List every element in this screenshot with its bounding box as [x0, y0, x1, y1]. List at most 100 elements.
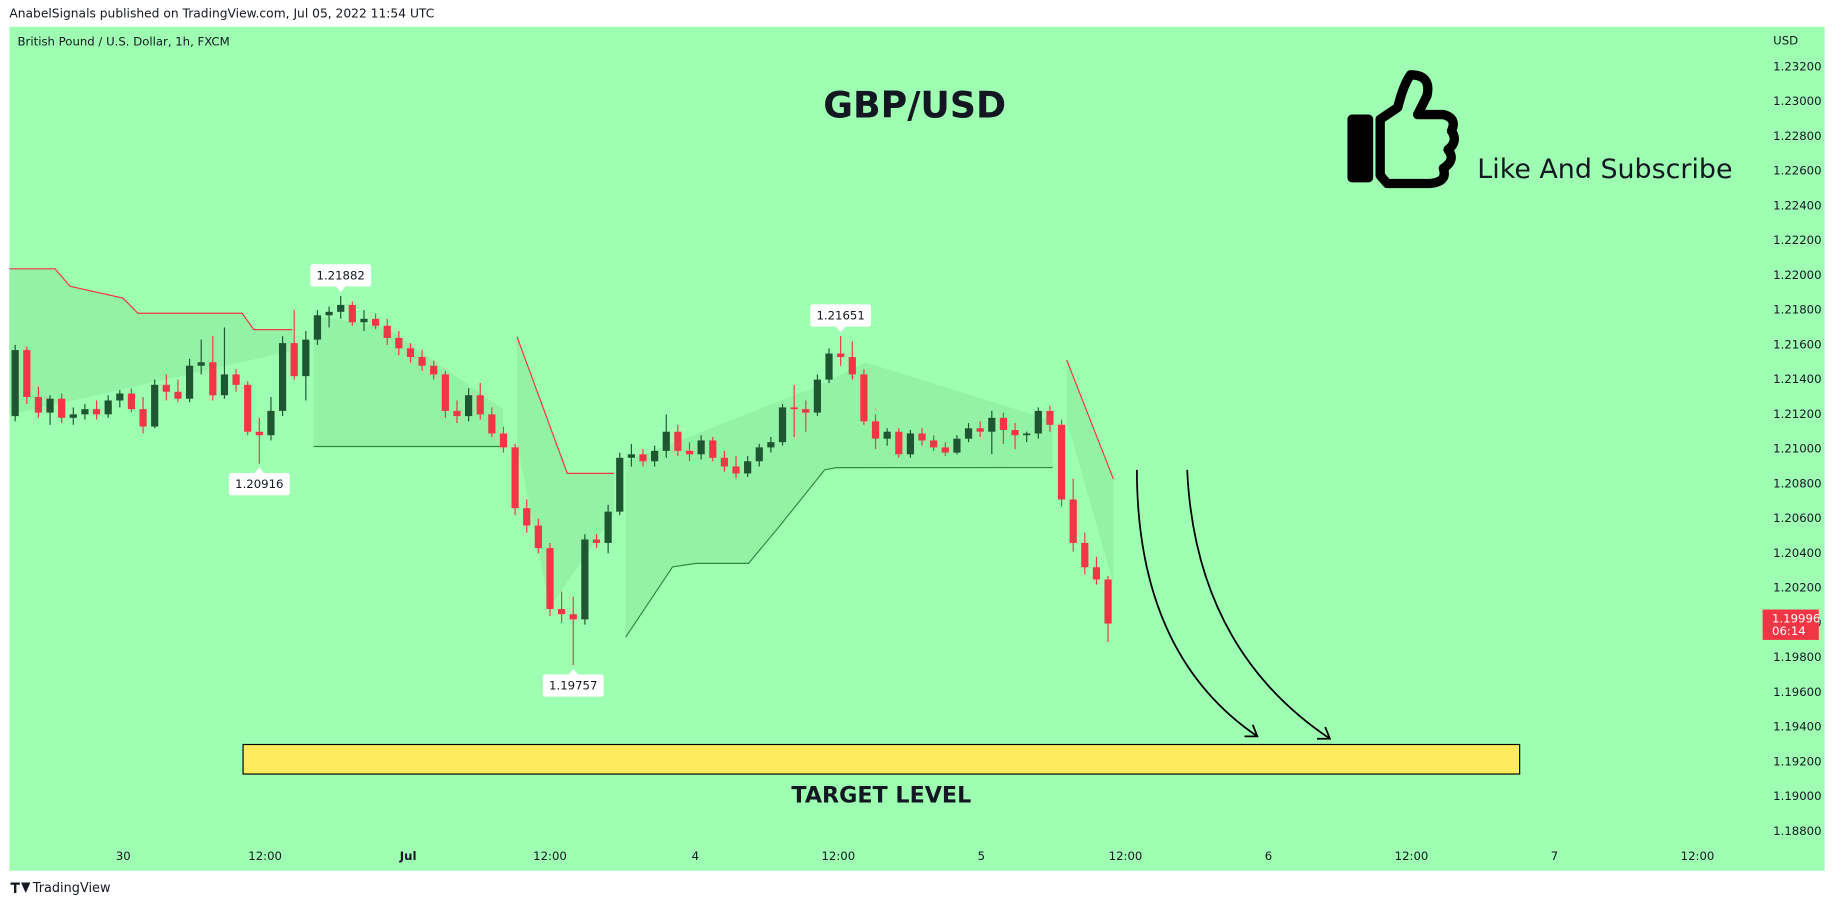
x-tick-label: 12:00	[1395, 849, 1429, 863]
candle	[360, 310, 368, 331]
price-label: 1.21651	[816, 309, 864, 323]
candle-body	[185, 365, 194, 399]
x-tick-label: 6	[1265, 849, 1272, 863]
candle	[92, 400, 101, 420]
candle-body	[81, 409, 89, 415]
candle-body	[988, 417, 996, 432]
candle-body	[441, 374, 449, 411]
candle	[406, 343, 415, 363]
indicator-fill	[625, 362, 1053, 638]
arrows	[1136, 469, 1332, 740]
candle-body	[488, 414, 496, 434]
candle-body	[1011, 429, 1019, 436]
x-tick-label: 12:00	[1109, 849, 1143, 863]
candle	[69, 407, 77, 425]
candle-body	[476, 395, 484, 415]
target-label: TARGET LEVEL	[791, 783, 971, 809]
candle-body	[1057, 424, 1066, 500]
candle-body	[104, 400, 112, 415]
candle-body	[744, 461, 752, 474]
price-label-box	[228, 473, 290, 496]
candle-body	[92, 409, 101, 415]
y-tick-label: 1.21000	[1773, 442, 1821, 456]
candle-body	[383, 325, 391, 338]
candle-body	[1104, 579, 1112, 624]
y-tick-label: 1.21400	[1773, 372, 1821, 386]
y-tick-label: 1.19000	[1773, 789, 1821, 803]
y-tick-label: 1.22200	[1773, 233, 1821, 247]
candle	[709, 436, 717, 462]
candle	[627, 443, 635, 467]
plot-background	[9, 26, 1825, 871]
candle	[23, 346, 31, 404]
candle	[1081, 532, 1089, 575]
symbol: British Pound / U.S. Dollar, 1h, FXCM	[18, 35, 230, 49]
price-label-box	[310, 264, 372, 287]
y-tick-label: 1.19400	[1773, 720, 1821, 734]
candle-body	[348, 304, 356, 323]
candle-body	[220, 374, 229, 396]
candle-body	[23, 350, 31, 397]
callout: Like And Subscribe	[1477, 154, 1732, 185]
candle-body	[732, 466, 740, 474]
candle	[453, 400, 461, 424]
candle	[151, 379, 159, 429]
x-tick-label: 12:00	[1681, 849, 1715, 863]
candle	[604, 504, 612, 554]
candle	[953, 435, 961, 455]
candle	[941, 442, 949, 457]
icon-cuff	[1347, 114, 1374, 183]
candle-body	[127, 393, 136, 410]
indicator-line	[9, 268, 293, 331]
candle	[523, 499, 531, 533]
candle-body	[930, 440, 938, 448]
candle-body	[999, 417, 1008, 430]
indicator-fill	[9, 268, 293, 415]
candle	[697, 435, 705, 460]
candle-body	[69, 414, 77, 418]
candle	[430, 360, 438, 380]
price-label: 1.20916	[235, 477, 283, 491]
candle-body	[616, 457, 624, 512]
candle-body	[11, 350, 19, 417]
candle-body	[418, 357, 426, 366]
candle	[1011, 423, 1019, 450]
x-tick-label: Jul	[399, 849, 417, 863]
candle	[546, 542, 554, 616]
y-tick-label: 1.21600	[1773, 337, 1821, 351]
candle	[906, 429, 915, 458]
candle-body	[895, 431, 903, 455]
candle	[755, 443, 763, 467]
candle	[767, 436, 775, 453]
candle	[1092, 556, 1101, 585]
candle	[1069, 478, 1077, 552]
y-tick-label: 1.20200	[1773, 581, 1821, 595]
y-tick-label: 1.23200	[1773, 59, 1821, 73]
candle-body	[709, 440, 717, 458]
candle	[465, 388, 473, 422]
candle-body	[360, 318, 368, 323]
candle	[999, 412, 1008, 444]
candle	[802, 400, 810, 432]
candle	[651, 445, 659, 467]
candle-body	[116, 393, 124, 401]
candle-body	[581, 539, 589, 620]
candle-body	[313, 315, 322, 340]
price-label-box	[810, 304, 872, 327]
candle-body	[720, 457, 728, 467]
candle-body	[790, 407, 798, 410]
candle-body	[662, 431, 670, 451]
candle	[371, 313, 380, 330]
candle-body	[546, 548, 554, 609]
candle-body	[1023, 433, 1031, 436]
candle	[302, 330, 310, 401]
candle-body	[209, 362, 217, 396]
candle-body	[964, 428, 973, 439]
candle	[930, 435, 938, 451]
candle-body	[1092, 567, 1101, 580]
candle	[616, 452, 624, 516]
candle-body	[465, 395, 473, 417]
candle	[569, 596, 577, 666]
publish-info: AnabelSignals published on TradingView.c…	[9, 7, 434, 21]
